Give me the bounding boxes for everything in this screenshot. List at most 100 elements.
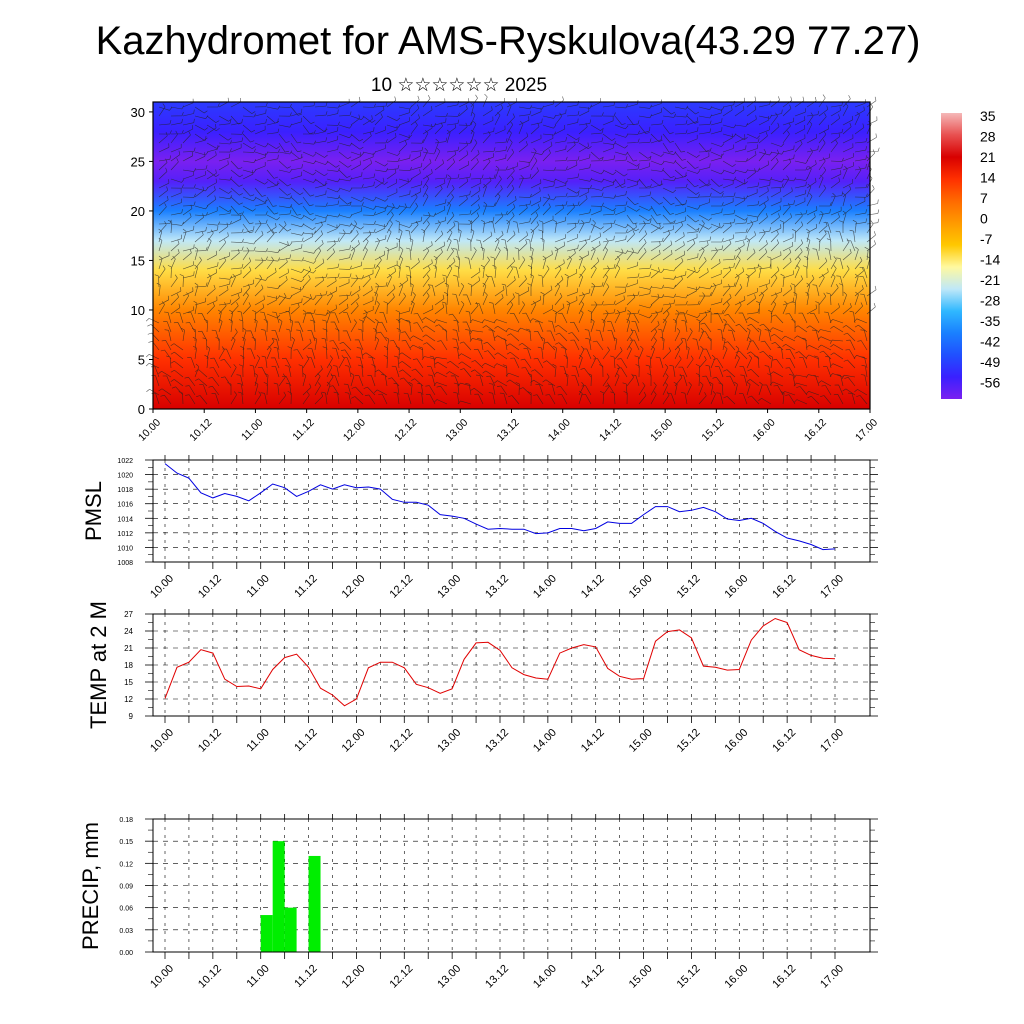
colorbar-label: -21 xyxy=(980,272,1000,288)
pmsl-x-tick-label: 12.00 xyxy=(340,573,368,601)
precip-x-tick-label: 16.12 xyxy=(770,963,798,991)
precip-y-label: PRECIP, mm xyxy=(78,822,103,950)
temp-x-tick-label: 10.00 xyxy=(148,727,176,755)
temp-x-tick-label: 12.12 xyxy=(387,727,415,755)
pmsl-x-tick-label: 13.12 xyxy=(483,573,511,601)
colorbar-label: 0 xyxy=(980,211,988,227)
pmsl-series-line xyxy=(164,463,836,551)
pmsl-x-tick-label: 16.00 xyxy=(722,573,750,601)
upper-air-y-tick-label: 20 xyxy=(131,204,145,219)
pmsl-x-tick-label: 10.12 xyxy=(196,573,224,601)
colorbar-label: 21 xyxy=(980,149,996,165)
pmsl-panel: 1008 1010 1012 1014 1016 1018 1020 1022 10.00 10.… xyxy=(81,455,878,601)
precip-y-tick-label: 0.03 xyxy=(119,928,133,935)
precip-x-tick-label: 13.12 xyxy=(483,963,511,991)
upper-air-x-tick-label: 15.12 xyxy=(699,417,726,444)
temp-x-tick-label: 15.00 xyxy=(627,727,655,755)
pmsl-x-tick-label: 12.12 xyxy=(387,573,415,601)
precip-bar xyxy=(284,907,297,952)
colorbar-label: -14 xyxy=(980,252,1000,268)
precip-x-tick-label: 14.12 xyxy=(579,963,607,991)
precip-panel: 0.00 0.03 0.06 0.09 0.12 0.15 0.18 10.00 10.12 11… xyxy=(78,814,878,991)
precip-y-tick-label: 0.00 xyxy=(119,950,133,957)
temp-panel: 9 12 15 18 21 24 27 10.00 10.12 11.00 11.12 12.00 12… xyxy=(86,601,878,755)
temp-x-tick-label: 17.00 xyxy=(818,727,846,755)
temp-y-tick-label: 18 xyxy=(124,661,133,670)
pmsl-x-tick-label: 16.12 xyxy=(770,573,798,601)
upper-air-x-axis: 10.00 10.12 11.00 11.12 12.00 12.12 13.00 13.12… xyxy=(136,409,880,444)
temperature-field xyxy=(153,102,870,409)
temp-x-tick-label: 11.00 xyxy=(244,727,271,754)
colorbar-label: -42 xyxy=(980,334,1000,350)
temp-x-tick-label: 14.00 xyxy=(531,727,559,755)
upper-air-y-axis: 0 5 10 15 20 25 30 xyxy=(131,105,153,417)
colorbar-label: 14 xyxy=(980,170,996,186)
pmsl-x-tick-label: 15.00 xyxy=(627,573,655,601)
pmsl-y-tick-label: 1022 xyxy=(117,458,133,465)
upper-air-y-tick-label: 5 xyxy=(138,352,145,367)
chart-subtitle: 10 ☆☆☆☆☆☆ 2025 xyxy=(371,75,547,96)
precip-bar xyxy=(260,915,273,952)
temp-y-tick-label: 21 xyxy=(124,644,133,653)
upper-air-x-tick-label: 16.12 xyxy=(802,417,829,444)
colorbar-label: 28 xyxy=(980,129,996,145)
upper-air-x-tick-label: 17.00 xyxy=(853,417,880,444)
temp-grid xyxy=(153,613,870,717)
pmsl-x-tick-label: 14.00 xyxy=(531,573,559,601)
precip-x-tick-label: 11.00 xyxy=(244,963,271,990)
temp-x-tick-label: 15.12 xyxy=(675,727,703,755)
temp-series-line xyxy=(164,617,836,707)
upper-air-x-tick-label: 11.00 xyxy=(239,417,266,444)
precip-y-tick-label: 0.12 xyxy=(119,861,133,868)
upper-air-y-tick-label: 25 xyxy=(131,154,145,169)
upper-air-x-tick-label: 16.00 xyxy=(751,417,778,444)
pmsl-x-tick-label: 10.00 xyxy=(148,573,176,601)
temp-x-tick-label: 14.12 xyxy=(579,727,607,755)
colorbar-strip xyxy=(941,113,962,399)
temp-x-tick-label: 13.00 xyxy=(435,727,463,755)
temp-x-tick-label: 12.00 xyxy=(340,727,368,755)
precip-bar xyxy=(308,855,321,952)
chart-title: Kazhydromet for AMS-Ryskulova(43.29 77.2… xyxy=(96,19,921,63)
pmsl-x-tick-label: 17.00 xyxy=(818,573,846,601)
pmsl-y-tick-label: 1012 xyxy=(117,531,133,538)
pmsl-grid xyxy=(153,459,870,563)
pmsl-x-tick-label: 15.12 xyxy=(675,573,703,601)
precip-y-tick-label: 0.09 xyxy=(119,884,133,891)
colorbar: 35 28 21 14 7 0 -7 -14 -21 -28 -35 -42 -49 -56 xyxy=(941,108,1000,399)
colorbar-label: -49 xyxy=(980,354,1000,370)
upper-air-y-tick-label: 10 xyxy=(131,303,145,318)
precip-axes: 0.00 0.03 0.06 0.09 0.12 0.15 0.18 10.00 10.12 11… xyxy=(119,814,878,991)
upper-air-x-tick-label: 10.00 xyxy=(136,417,163,444)
pmsl-y-tick-label: 1010 xyxy=(117,545,133,552)
precip-y-tick-label: 0.15 xyxy=(119,839,133,846)
pmsl-x-tick-label: 11.12 xyxy=(292,573,319,600)
upper-air-y-tick-label: 30 xyxy=(131,105,145,120)
precip-x-tick-label: 10.00 xyxy=(148,963,176,991)
precip-x-tick-label: 12.12 xyxy=(387,963,415,991)
upper-air-x-tick-label: 14.12 xyxy=(597,417,624,444)
precip-x-tick-label: 13.00 xyxy=(435,963,463,991)
colorbar-label: 35 xyxy=(980,108,996,124)
pmsl-x-tick-label: 13.00 xyxy=(435,573,463,601)
colorbar-label: -56 xyxy=(980,375,1000,391)
precip-x-tick-label: 15.00 xyxy=(627,963,655,991)
precip-x-tick-label: 14.00 xyxy=(531,963,559,991)
temp-x-tick-label: 11.12 xyxy=(292,727,319,754)
upper-air-x-tick-label: 12.12 xyxy=(392,417,419,444)
temp-x-tick-label: 16.00 xyxy=(722,727,750,755)
temp-y-tick-label: 12 xyxy=(124,695,133,704)
upper-air-x-tick-label: 13.00 xyxy=(443,417,470,444)
upper-air-x-tick-label: 11.12 xyxy=(290,417,317,444)
precip-x-tick-label: 16.00 xyxy=(722,963,750,991)
pmsl-x-tick-label: 14.12 xyxy=(579,573,607,601)
temp-x-tick-label: 10.12 xyxy=(196,727,224,755)
colorbar-label: -35 xyxy=(980,313,1000,329)
upper-air-y-tick-label: 0 xyxy=(138,402,145,417)
precip-x-tick-label: 15.12 xyxy=(675,963,703,991)
colorbar-label: -7 xyxy=(980,231,993,247)
upper-air-x-tick-label: 14.00 xyxy=(546,417,573,444)
upper-air-y-tick-label: 15 xyxy=(131,253,145,268)
pmsl-y-tick-label: 1016 xyxy=(117,502,133,509)
